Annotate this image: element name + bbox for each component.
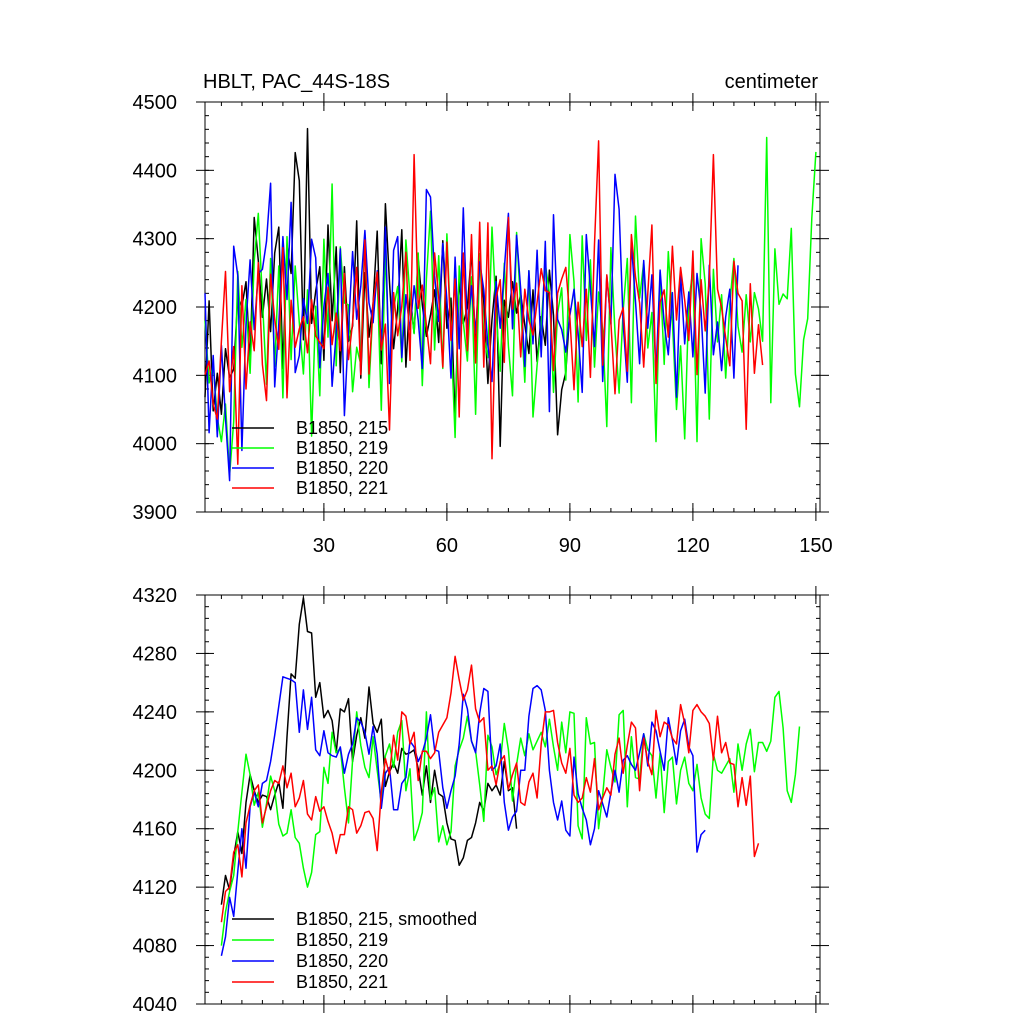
legend-label: B1850, 219 <box>296 438 388 458</box>
legend-label: B1850, 215 <box>296 418 388 438</box>
y-tick-label: 4500 <box>133 92 178 114</box>
top-panel-hblt-raw: 30 60 90 120 150 3900 4000 4100 4200 4300 4400 4500… <box>133 71 833 557</box>
chart-title: HBLT, PAC_44S-18S <box>203 71 390 93</box>
series-line-b1850-221 <box>220 655 760 923</box>
legend-label: B1850, 220 <box>296 458 388 478</box>
y-tick-label: 4160 <box>133 819 178 841</box>
plot-frame <box>204 594 821 1005</box>
series-line-b1850-215-smoothed <box>220 597 518 905</box>
series-line-b1850-221 <box>204 140 764 465</box>
x-tick-label: 60 <box>436 535 458 557</box>
series-line-b1850-215 <box>204 127 571 448</box>
y-tick-label: 4200 <box>133 297 178 319</box>
legend-label: B1850, 221 <box>296 478 388 498</box>
y-tick-label: 4280 <box>133 643 178 665</box>
legend-label: B1850, 215, smoothed <box>296 909 477 929</box>
series-line-b1850-219 <box>204 136 817 476</box>
y-tick-label: 4240 <box>133 702 178 724</box>
y-tick-label: 4100 <box>133 365 178 387</box>
y-tick-label: 4400 <box>133 160 178 182</box>
legend-label: B1850, 219 <box>296 930 388 950</box>
x-tick-label: 30 <box>313 535 335 557</box>
y-tick-label: 4000 <box>133 434 178 456</box>
series-line-b1850-220 <box>220 676 706 956</box>
series-line-b1850-220 <box>204 173 739 482</box>
x-tick-label: 120 <box>676 535 709 557</box>
bottom-panel-hblt-smoothed: 4040 4080 4120 4160 4200 4240 4280 4320 B1850, 2… <box>133 585 829 1016</box>
y-tick-label: 4320 <box>133 585 178 607</box>
x-tick-label: 90 <box>559 535 581 557</box>
y-tick-label: 3900 <box>133 502 178 524</box>
y-tick-label: 4120 <box>133 877 178 899</box>
legend-label: B1850, 221 <box>296 972 388 992</box>
units-label: centimeter <box>725 71 819 93</box>
y-tick-label: 4040 <box>133 994 178 1016</box>
series-line-b1850-219 <box>220 690 801 946</box>
y-tick-label: 4200 <box>133 760 178 782</box>
x-tick-label: 150 <box>799 535 832 557</box>
y-tick-label: 4080 <box>133 936 178 958</box>
legend-label: B1850, 220 <box>296 951 388 971</box>
y-tick-label: 4300 <box>133 229 178 251</box>
